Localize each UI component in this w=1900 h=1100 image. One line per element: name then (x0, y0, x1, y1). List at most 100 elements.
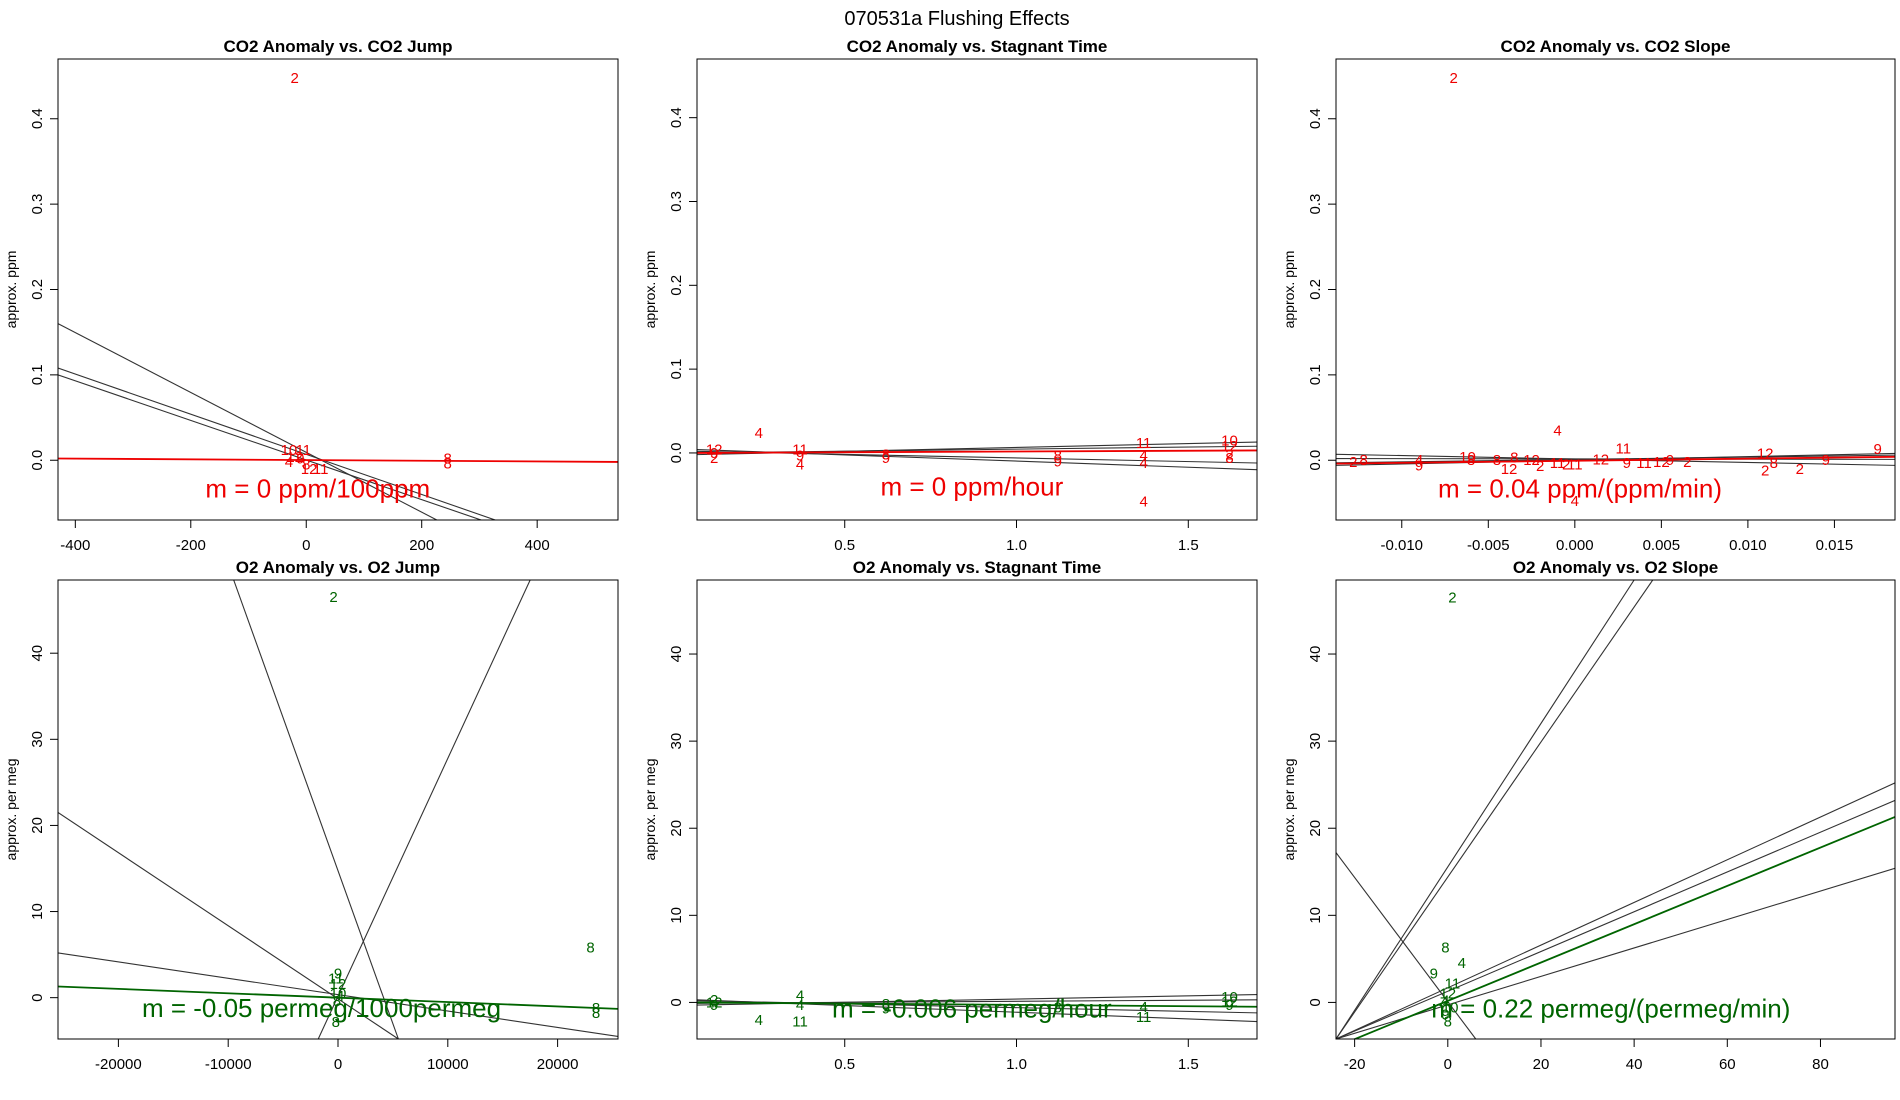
data-point-label: 2 (329, 589, 337, 606)
data-point-label: 4 (1139, 455, 1147, 472)
fit-lines (697, 994, 1257, 1023)
data-point-label: 10 (1459, 449, 1476, 466)
fit-line (233, 580, 399, 1039)
data-point-label: 2 (291, 70, 299, 87)
y-axis-label: approx. ppm (642, 251, 658, 329)
data-point-label: 10 (1221, 432, 1238, 449)
fit-line (58, 323, 439, 520)
y-tick-label: 40 (1307, 646, 1324, 663)
y-tick-label: 30 (668, 733, 685, 750)
y-tick-label: 0.4 (29, 108, 46, 129)
data-point-label: 11 (1636, 455, 1652, 472)
data-point-label: 8 (1054, 1000, 1062, 1017)
data-point-label: 8 (882, 996, 890, 1013)
x-tick-label: 0.005 (1643, 537, 1681, 554)
data-point-label: 4 (1139, 999, 1147, 1016)
x-tick-label: 0.000 (1556, 537, 1594, 554)
chart-panel-2: CO2 Anomaly vs. Stagnant Time approx. ppm… (642, 37, 1258, 554)
slope-annotation: m = 0.04 ppm/(ppm/min) (1438, 473, 1722, 503)
y-axis-label: approx. per meg (1281, 759, 1297, 861)
data-point-label: 12 (1439, 986, 1456, 1003)
data-point-label: 2 (1761, 462, 1769, 479)
y-axis: 0 10 20 30 40 (1307, 646, 1336, 1007)
fit-lines (1336, 580, 1895, 1039)
y-tick-label: 10 (1307, 907, 1324, 924)
data-point-label: 4 (1139, 447, 1147, 464)
fit-line (1336, 852, 1477, 1039)
data-point-label: 9 (710, 445, 718, 462)
data-point-label: 2 (1448, 589, 1456, 606)
y-tick-label: 0.4 (1307, 108, 1324, 129)
slope-annotation: m = 0 ppm/hour (880, 471, 1063, 501)
data-point-label: 9 (1441, 1007, 1449, 1024)
data-point-label: 11 (792, 442, 808, 459)
x-tick-label: 0.015 (1816, 537, 1854, 554)
data-point-label: 9 (1666, 452, 1674, 469)
fit-line (697, 1001, 1257, 1008)
data-point-label: 9 (1822, 452, 1830, 469)
data-point-label: 11 (1136, 435, 1152, 452)
data-point-label: 2 (1225, 447, 1233, 464)
x-tick-label: -0.005 (1467, 537, 1510, 554)
data-point-label: 12 (1757, 445, 1774, 462)
chart-panel-5: O2 Anomaly vs. Stagnant Time approx. per … (642, 558, 1258, 1073)
x-axis: -20 0 20 40 60 80 (1344, 1039, 1829, 1073)
fit-line (58, 812, 399, 1039)
y-tick-label: 0.0 (668, 443, 685, 464)
data-point-label: 12 (1221, 438, 1238, 455)
x-tick-label: 400 (525, 537, 550, 554)
x-tick-label: 0.010 (1729, 537, 1767, 554)
data-point-label: 11 (1136, 1009, 1152, 1026)
x-tick-label: 1.0 (1006, 537, 1027, 554)
data-point-label: 2 (1536, 458, 1544, 475)
x-tick-label: 200 (409, 537, 434, 554)
data-point-label: 11 (792, 1014, 808, 1031)
x-tick-label: 0 (302, 537, 310, 554)
data-point-label: 8 (1441, 940, 1449, 957)
slope-annotation: m = -0.006 permeg/hour (832, 994, 1112, 1024)
data-point-label: 12 (706, 442, 723, 459)
y-axis: 0.0 0.1 0.2 0.3 0.4 (1307, 108, 1336, 471)
data-point-label: 12 (1501, 461, 1518, 478)
data-point-label: 11 (1615, 440, 1631, 457)
data-point-label: 9 (1874, 441, 1882, 458)
y-axis: 0 10 20 30 40 (668, 646, 697, 1007)
fit-lines (58, 323, 618, 520)
x-tick-label: 20 (1533, 1056, 1550, 1073)
x-tick-label: 60 (1719, 1056, 1736, 1073)
figure-title: 070531a Flushing Effects (844, 8, 1069, 30)
data-point-label: 9 (1054, 453, 1062, 470)
y-axis-label: approx. ppm (1281, 251, 1297, 329)
data-point-label: 8 (592, 1005, 600, 1022)
data-point-label: 2 (1450, 70, 1458, 87)
y-axis-label: approx. per meg (3, 759, 19, 861)
x-tick-label: -20000 (95, 1056, 142, 1073)
fit-line (1336, 799, 1895, 1039)
y-tick-label: 10 (668, 907, 685, 924)
x-tick-label: 20000 (537, 1056, 579, 1073)
chart-title: O2 Anomaly vs. O2 Jump (236, 558, 440, 577)
data-point-label: 8 (332, 1014, 340, 1031)
data-point-label: 12 (1592, 451, 1609, 468)
data-point-label: 2 (1349, 454, 1357, 471)
y-tick-label: 0.1 (29, 364, 46, 385)
x-tick-label: 1.5 (1178, 1056, 1199, 1073)
chart-panel-6: O2 Anomaly vs. O2 Slope approx. per meg 2 8… (1281, 558, 1896, 1073)
fit-line (58, 457, 618, 463)
y-tick-label: 0.3 (668, 191, 685, 212)
data-point-label: 10 (281, 442, 298, 459)
fit-line (1336, 782, 1895, 1039)
y-axis: 0.0 0.1 0.2 0.3 0.4 (668, 107, 697, 463)
x-tick-label: -10000 (205, 1056, 252, 1073)
x-tick-label: 0 (334, 1056, 342, 1073)
x-axis: -400 -200 0 200 400 (60, 520, 550, 554)
data-point-label: 4 (796, 997, 804, 1014)
fit-line (1336, 580, 1635, 1039)
data-point-label: 8 (1444, 1014, 1452, 1031)
fit-line (1336, 867, 1895, 1039)
